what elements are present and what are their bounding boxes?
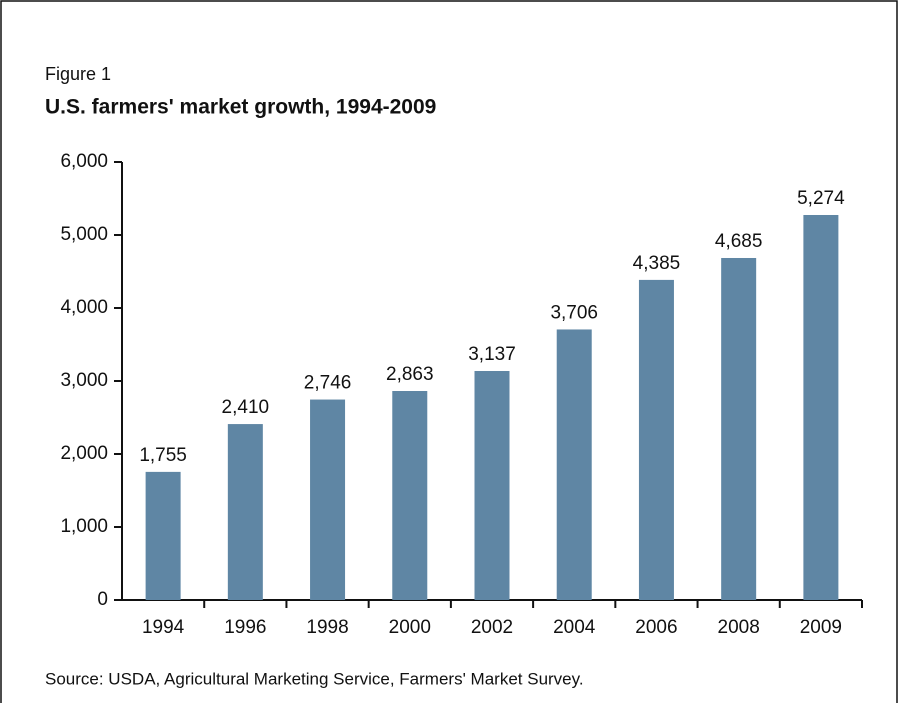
y-tick-label: 5,000 bbox=[60, 224, 108, 245]
value-label: 2,746 bbox=[304, 373, 352, 394]
x-tick-label: 2008 bbox=[718, 617, 760, 638]
x-tick-label: 2002 bbox=[471, 617, 513, 638]
bar bbox=[803, 214, 839, 601]
value-label: 1,755 bbox=[139, 445, 187, 466]
value-label: 2,410 bbox=[222, 397, 270, 418]
bar bbox=[721, 257, 757, 600]
bar bbox=[145, 471, 181, 600]
y-tick-label: 6,000 bbox=[60, 151, 108, 172]
bar bbox=[474, 370, 510, 600]
value-label: 4,385 bbox=[633, 253, 681, 274]
x-tick-label: 2006 bbox=[635, 617, 677, 638]
bar bbox=[227, 424, 263, 600]
x-tick-label: 1996 bbox=[224, 617, 266, 638]
figure-label: Figure 1 bbox=[45, 64, 111, 84]
value-label: 3,137 bbox=[468, 344, 516, 365]
source-note: Source: USDA, Agricultural Marketing Ser… bbox=[45, 669, 584, 688]
x-tick-label: 2000 bbox=[389, 617, 431, 638]
bar bbox=[638, 279, 674, 600]
bar bbox=[310, 399, 346, 600]
y-tick-label: 4,000 bbox=[60, 297, 108, 318]
y-tick-label: 1,000 bbox=[60, 516, 108, 537]
x-tick-label: 1998 bbox=[306, 617, 348, 638]
value-label: 4,685 bbox=[715, 231, 763, 252]
bar bbox=[392, 391, 428, 600]
x-tick-label: 2004 bbox=[553, 617, 596, 638]
y-tick-label: 3,000 bbox=[60, 370, 108, 391]
value-label: 2,863 bbox=[386, 364, 434, 385]
y-tick-label: 2,000 bbox=[60, 443, 108, 464]
value-label: 5,274 bbox=[797, 188, 845, 209]
y-tick-label: 0 bbox=[97, 589, 108, 610]
chart-title: U.S. farmers' market growth, 1994-2009 bbox=[45, 96, 436, 119]
x-tick-label: 1994 bbox=[142, 617, 185, 638]
bar bbox=[556, 329, 592, 600]
x-tick-label: 2009 bbox=[800, 617, 842, 638]
value-label: 3,706 bbox=[550, 302, 598, 323]
